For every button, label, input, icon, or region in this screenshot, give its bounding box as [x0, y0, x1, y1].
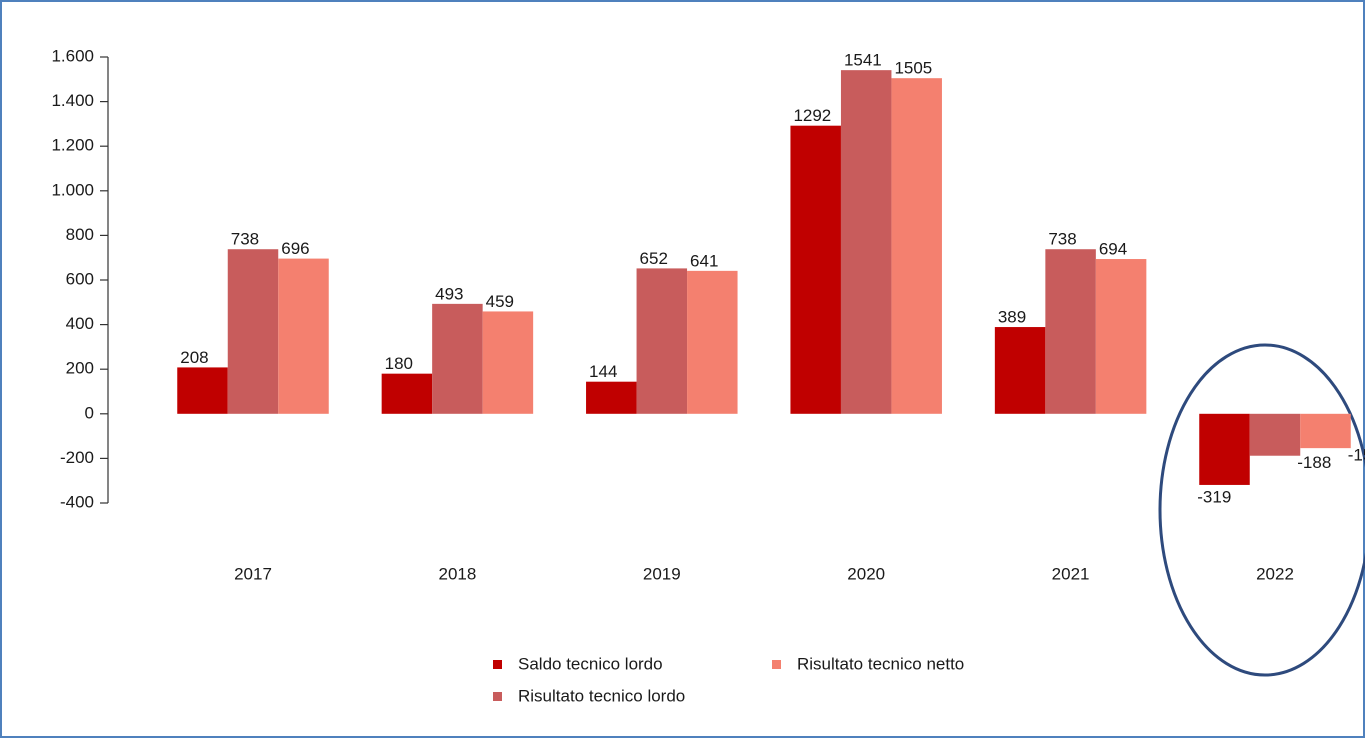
- x-tick-label: 2022: [1256, 564, 1294, 583]
- bar: [586, 381, 637, 414]
- value-label: 696: [281, 239, 309, 258]
- y-tick-label: 800: [66, 225, 94, 244]
- value-label: 1292: [793, 106, 831, 125]
- value-label: 1505: [894, 59, 932, 78]
- value-label: -154: [1348, 446, 1365, 465]
- y-tick-label: -200: [60, 448, 94, 467]
- bar: [227, 249, 279, 414]
- value-label: 144: [589, 362, 617, 381]
- value-label: 389: [998, 308, 1026, 327]
- value-label: 1541: [844, 51, 882, 70]
- bar: [1300, 413, 1351, 449]
- y-tick-label: 200: [66, 359, 94, 378]
- bar: [840, 70, 892, 414]
- bar: [432, 303, 483, 414]
- bar: [482, 311, 534, 414]
- value-label: 738: [231, 230, 259, 249]
- bar: [1249, 413, 1301, 456]
- x-tick-label: 2019: [643, 564, 681, 583]
- value-label: 652: [640, 249, 668, 268]
- x-tick-label: 2017: [234, 564, 272, 583]
- bar: [1045, 249, 1096, 414]
- y-tick-label: 0: [85, 403, 94, 422]
- value-label: -188: [1297, 453, 1331, 472]
- x-tick-label: 2018: [438, 564, 476, 583]
- legend-label: Risultato tecnico netto: [797, 654, 964, 673]
- y-tick-label: -400: [60, 492, 94, 511]
- y-tick-label: 1.200: [51, 136, 94, 155]
- legend-swatch: [772, 660, 781, 669]
- bar: [381, 373, 433, 414]
- value-label: 180: [385, 354, 413, 373]
- highlight-ellipse: [1158, 343, 1365, 677]
- value-label: -319: [1197, 487, 1231, 506]
- y-tick-label: 400: [66, 314, 94, 333]
- legend-swatch: [493, 692, 502, 701]
- bar: [687, 270, 738, 414]
- bar: [278, 258, 329, 414]
- value-label: 459: [486, 292, 514, 311]
- x-tick-label: 2020: [847, 564, 885, 583]
- bar: [177, 367, 228, 414]
- y-tick-label: 1.600: [51, 46, 94, 65]
- y-tick-label: 1.400: [51, 91, 94, 110]
- legend-label: Saldo tecnico lordo: [518, 654, 663, 673]
- value-label: 493: [435, 284, 463, 303]
- bar: [636, 268, 688, 414]
- value-label: 208: [180, 348, 208, 367]
- bar: [1199, 413, 1250, 485]
- bar: [790, 125, 841, 414]
- x-tick-label: 2021: [1052, 564, 1090, 583]
- y-tick-label: 1.000: [51, 180, 94, 199]
- value-label: 738: [1048, 230, 1076, 249]
- bar: [1095, 259, 1147, 414]
- legend-label: Risultato tecnico lordo: [518, 686, 685, 705]
- value-label: 694: [1099, 240, 1127, 259]
- value-label: 641: [690, 251, 718, 270]
- bar: [891, 78, 942, 414]
- y-tick-label: 600: [66, 269, 94, 288]
- legend-swatch: [493, 660, 502, 669]
- bar: [994, 327, 1046, 414]
